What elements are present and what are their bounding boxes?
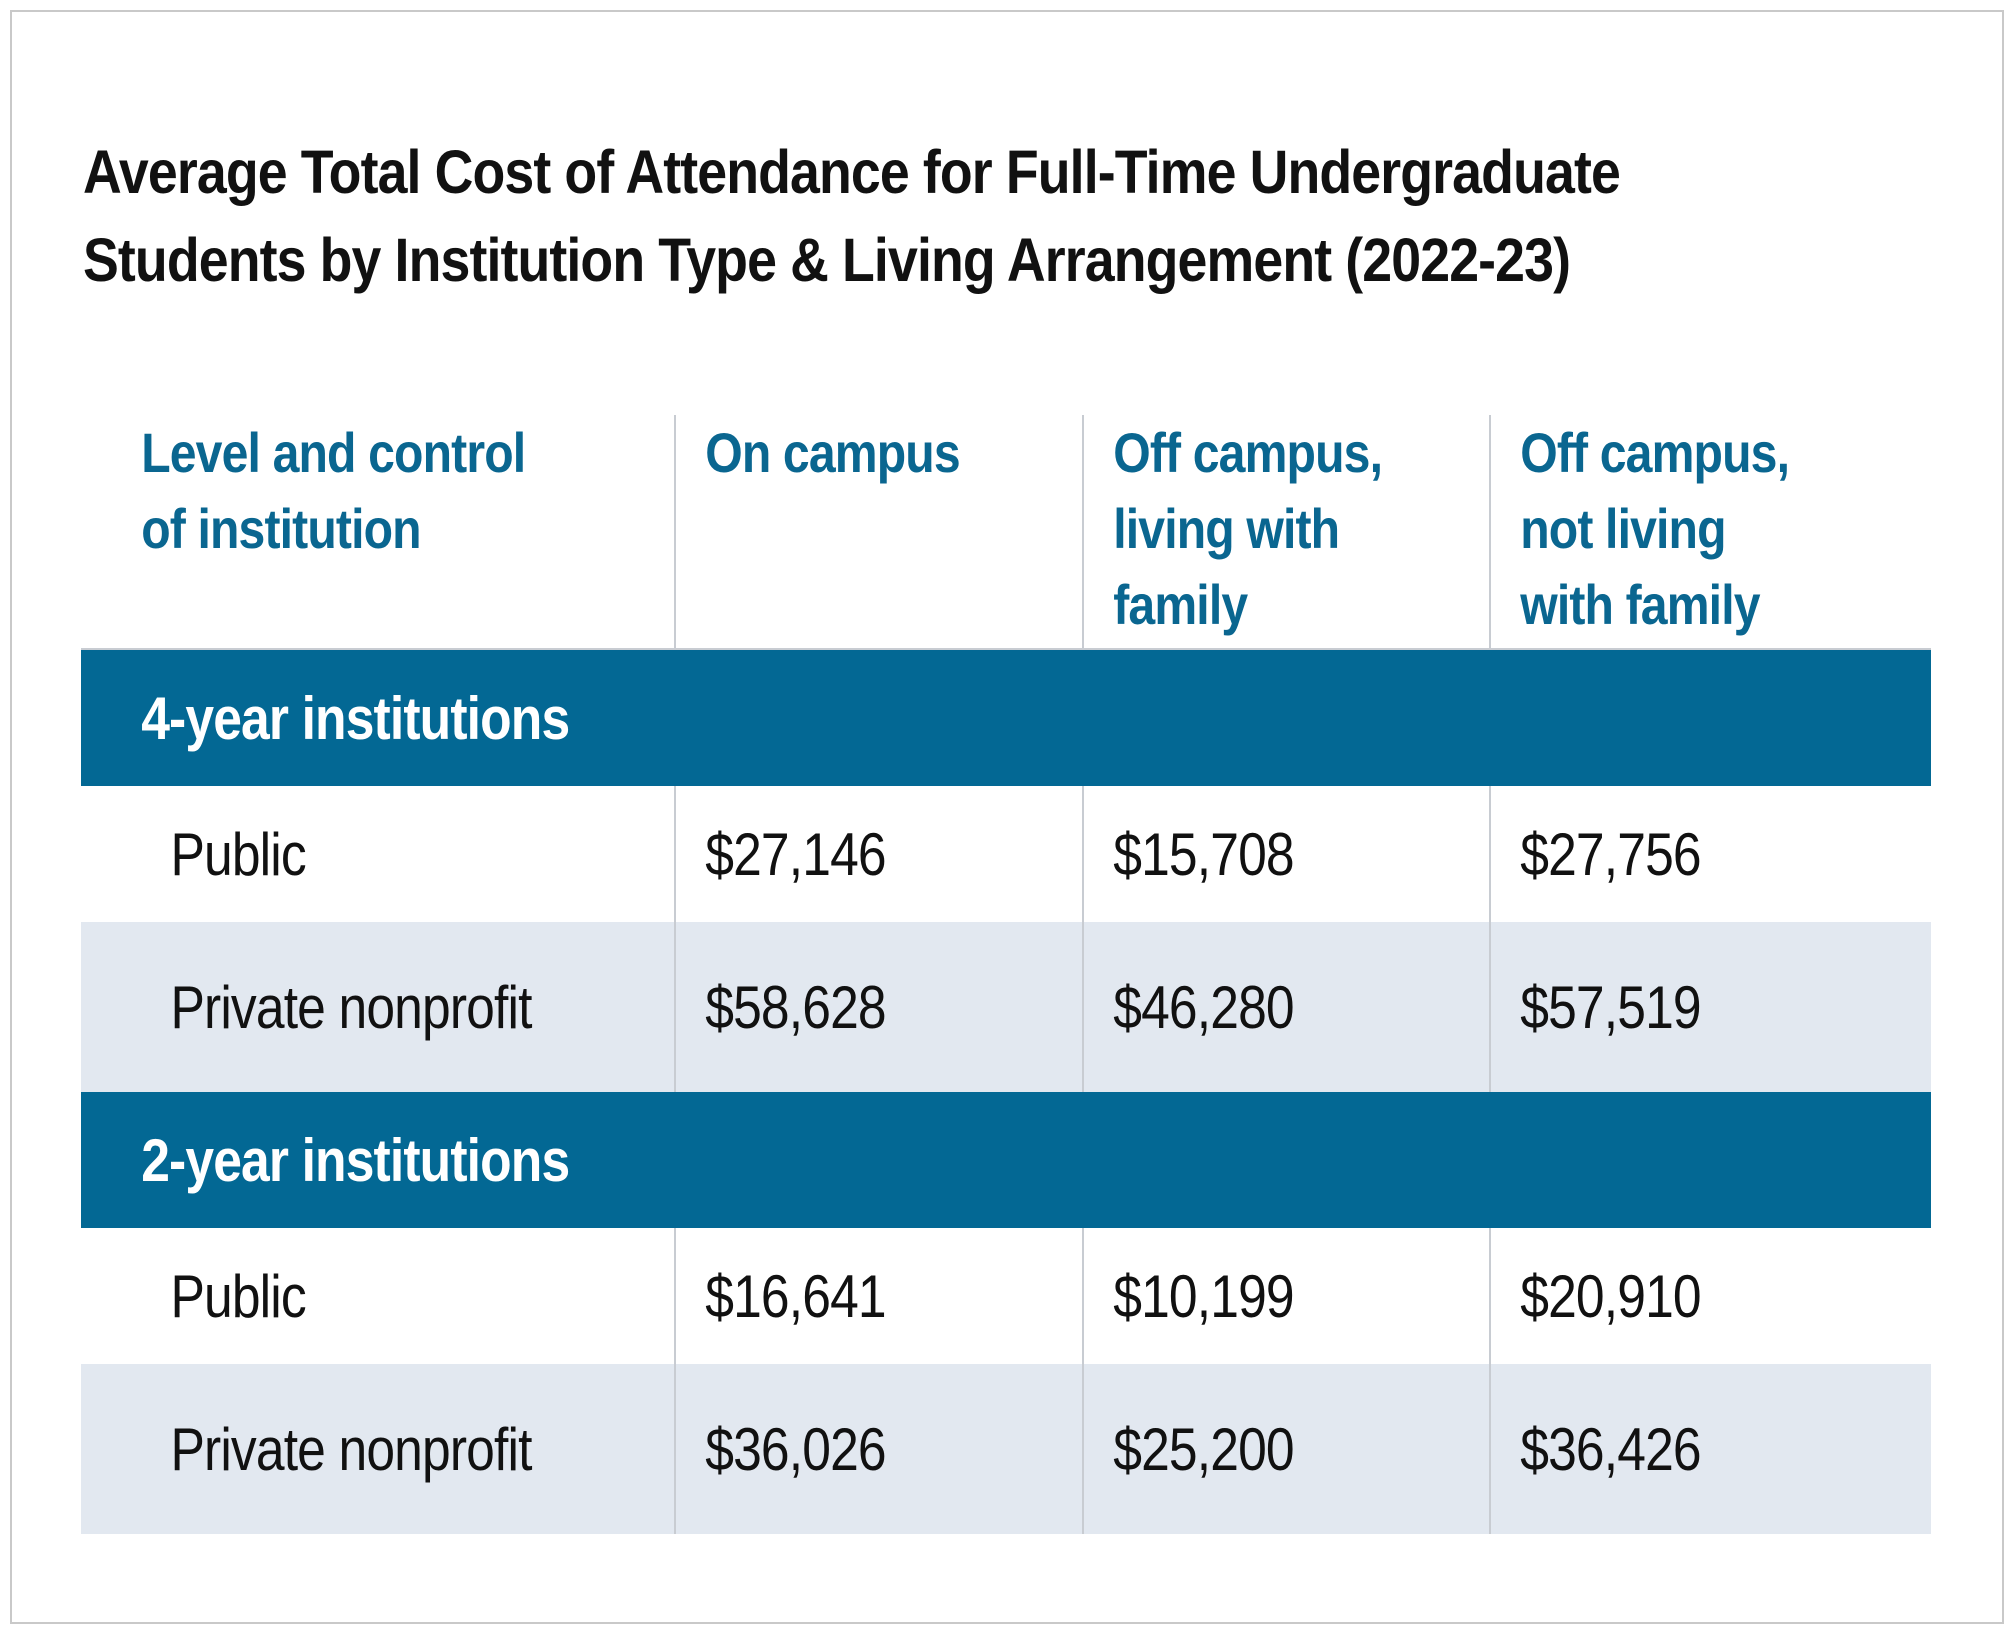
value-cell: $27,146 <box>674 786 1082 922</box>
value-cell: $57,519 <box>1489 922 1931 1092</box>
table-row: Public $27,146 $15,708 $27,756 <box>81 786 1931 922</box>
row-label-cell: Private nonprofit <box>81 922 674 1092</box>
column-header-level-label: Level and control of institution <box>141 421 526 560</box>
row-label: Public <box>170 820 306 888</box>
group-label-2-year: 2-year institutions <box>141 1126 570 1194</box>
value-off-campus-not-with-family: $27,756 <box>1520 820 1701 888</box>
value-cell: $10,199 <box>1082 1228 1489 1364</box>
cost-table: Level and control of institution On camp… <box>81 415 1931 1534</box>
column-header-off-campus-with-family-label: Off campus, living with family <box>1113 421 1383 636</box>
group-label-4-year: 4-year institutions <box>141 684 570 752</box>
value-cell: $15,708 <box>1082 786 1489 922</box>
value-off-campus-with-family: $10,199 <box>1113 1262 1294 1330</box>
row-label: Private nonprofit <box>170 1415 532 1483</box>
row-label: Private nonprofit <box>170 973 532 1041</box>
value-off-campus-not-with-family: $36,426 <box>1520 1415 1701 1483</box>
column-header-on-campus: On campus <box>674 415 1082 650</box>
value-off-campus-with-family: $15,708 <box>1113 820 1294 888</box>
value-off-campus-with-family: $46,280 <box>1113 973 1294 1041</box>
value-off-campus-not-with-family: $57,519 <box>1520 973 1701 1041</box>
row-label-cell: Public <box>81 1228 674 1364</box>
column-header-on-campus-label: On campus <box>705 421 960 484</box>
value-on-campus: $16,641 <box>705 1262 886 1330</box>
column-header-off-campus-not-with-family: Off campus, not living with family <box>1489 415 1931 650</box>
table-row: Private nonprofit $58,628 $46,280 $57,51… <box>81 922 1931 1092</box>
group-banner-2-year: 2-year institutions <box>81 1092 1931 1228</box>
value-on-campus: $36,026 <box>705 1415 886 1483</box>
column-header-off-campus-not-with-family-label: Off campus, not living with family <box>1520 421 1790 636</box>
column-header-level: Level and control of institution <box>81 415 674 650</box>
chart-title-line-2: Students by Institution Type & Living Ar… <box>83 226 1571 294</box>
table-row: Private nonprofit $36,026 $25,200 $36,42… <box>81 1364 1931 1534</box>
value-cell: $36,026 <box>674 1364 1082 1534</box>
value-cell: $36,426 <box>1489 1364 1931 1534</box>
value-cell: $20,910 <box>1489 1228 1931 1364</box>
row-label: Public <box>170 1262 306 1330</box>
value-off-campus-with-family: $25,200 <box>1113 1415 1294 1483</box>
value-cell: $25,200 <box>1082 1364 1489 1534</box>
chart-title-line-1: Average Total Cost of Attendance for Ful… <box>83 138 1621 206</box>
row-label-cell: Public <box>81 786 674 922</box>
column-header-off-campus-with-family: Off campus, living with family <box>1082 415 1489 650</box>
value-cell: $27,756 <box>1489 786 1931 922</box>
header-divider <box>81 648 1931 650</box>
chart-title: Average Total Cost of Attendance for Ful… <box>83 128 1737 304</box>
value-cell: $58,628 <box>674 922 1082 1092</box>
table-row: Public $16,641 $10,199 $20,910 <box>81 1228 1931 1364</box>
value-cell: $46,280 <box>1082 922 1489 1092</box>
value-on-campus: $58,628 <box>705 973 886 1041</box>
value-off-campus-not-with-family: $20,910 <box>1520 1262 1701 1330</box>
group-banner-4-year: 4-year institutions <box>81 650 1931 786</box>
value-cell: $16,641 <box>674 1228 1082 1364</box>
table-header-row: Level and control of institution On camp… <box>81 415 1931 650</box>
row-label-cell: Private nonprofit <box>81 1364 674 1534</box>
value-on-campus: $27,146 <box>705 820 886 888</box>
